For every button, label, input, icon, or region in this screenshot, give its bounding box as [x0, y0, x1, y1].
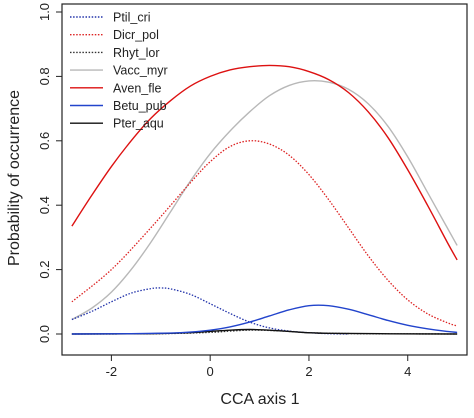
x-tick-label: 2	[305, 364, 312, 379]
plot-area	[61, 3, 468, 356]
y-tick-label: 0.8	[37, 67, 52, 85]
series-line-aven-fle	[71, 64, 458, 261]
y-tick-label: 0.2	[37, 261, 52, 279]
legend-label: Pter_aqu	[113, 117, 164, 131]
y-axis-ticks: 0.0 0.2 0.4 0.6 0.8 1.0	[37, 3, 62, 343]
legend-label: Betu_pub	[113, 99, 167, 113]
y-tick-label: 0.4	[37, 196, 52, 214]
series-line-ptil-cri	[71, 287, 349, 335]
series-line-vacc-myr	[71, 79, 458, 321]
legend-label: Dicr_pol	[113, 28, 159, 42]
y-tick-label: 1.0	[37, 3, 52, 21]
x-tick-label: 0	[207, 364, 214, 379]
series-line-betu-pub	[71, 304, 458, 335]
series-line-dicr-pol	[71, 140, 458, 327]
plot-frame	[61, 3, 468, 356]
series-layer	[71, 64, 458, 335]
legend-label: Vacc_myr	[113, 64, 168, 78]
x-axis-ticks: -2 0 2 4	[106, 355, 411, 379]
legend-label: Rhyt_lor	[113, 46, 160, 60]
y-tick-label: 0.6	[37, 132, 52, 150]
x-tick-label: -2	[106, 364, 118, 379]
legend-label: Aven_fle	[113, 81, 161, 95]
legend: Ptil_cri Dicr_pol Rhyt_lor Vacc_myr Aven_fle…	[70, 11, 168, 131]
legend-label: Ptil_cri	[113, 11, 151, 25]
y-axis-label: Probability of occurrence	[6, 90, 23, 266]
y-tick-label: 0.0	[37, 325, 52, 343]
x-axis-label: CCA axis 1	[220, 391, 299, 408]
x-tick-label: 4	[404, 364, 411, 379]
